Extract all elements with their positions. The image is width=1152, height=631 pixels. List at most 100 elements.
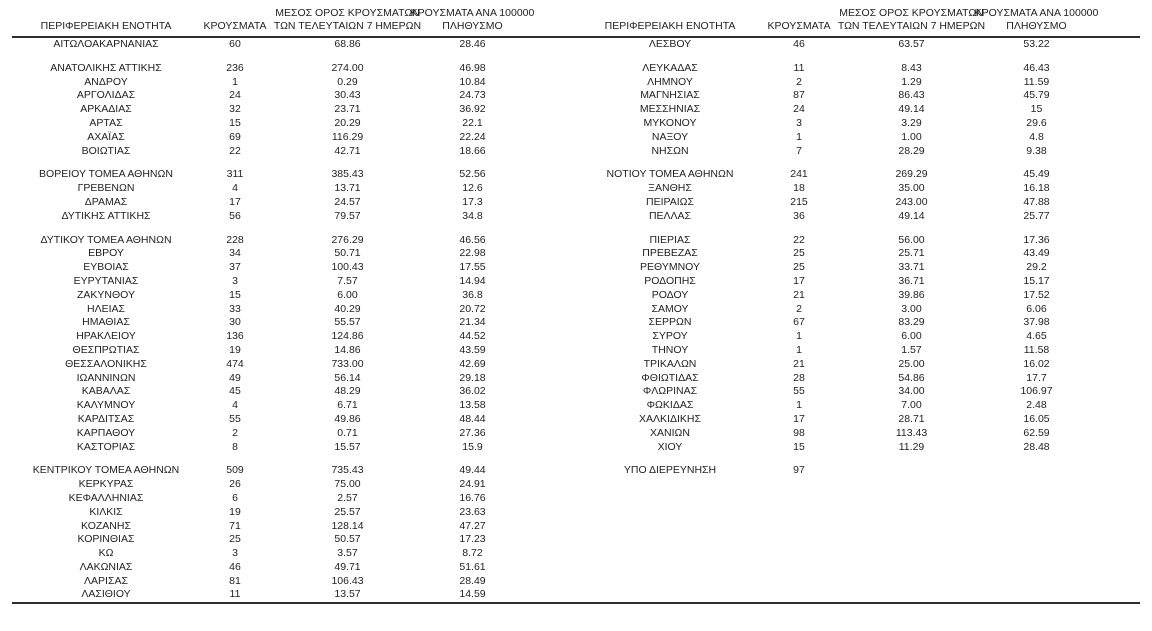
cell-region: ΦΩΚΙΔΑΣ <box>646 399 694 412</box>
cell-region <box>576 575 764 589</box>
cell-per100k: 22.24 <box>459 130 486 143</box>
cell-per100k: 16.76 <box>459 491 486 504</box>
cell-region <box>576 561 764 575</box>
cell-cases: 215 <box>790 195 808 208</box>
table-row: ΑΡΚΑΔΙΑΣ 32 23.71 36.92 ΜΕΣΣΗΝΙΑΣ 24 49.14 15 <box>12 103 1140 117</box>
cell-per100k: 46.98 <box>459 61 486 74</box>
cell-gap <box>520 372 576 386</box>
cell-region: ΛΕΣΒΟΥ <box>648 38 692 50</box>
cell-gap <box>520 210 576 224</box>
header-row: ΠΕΡΙΦΕΡΕΙΑΚΗ ΕΝΟΤΗΤΑ ΚΡΟΥΣΜΑΤΑ ΜΕΣΟΣ ΟΡΟ… <box>12 0 1140 38</box>
cell-cases: 55 <box>229 412 241 425</box>
header-region-left: ΠΕΡΙΦΕΡΕΙΑΚΗ ΕΝΟΤΗΤΑ <box>12 0 200 38</box>
cell-per100k: 43.49 <box>1023 247 1050 260</box>
cell-region: ΜΑΓΝΗΣΙΑΣ <box>640 89 700 102</box>
cell-gap <box>1084 234 1140 248</box>
cell-avg7: 33.71 <box>898 261 925 274</box>
cell-avg7: 36.71 <box>898 274 925 287</box>
cell-cases: 21 <box>793 288 805 301</box>
cell-gap <box>520 330 576 344</box>
cell-avg7 <box>834 561 989 575</box>
cell-gap <box>520 441 576 455</box>
cell-region: ΠΙΕΡΙΑΣ <box>649 233 691 246</box>
cell-avg7: 48.29 <box>334 385 361 398</box>
cell-gap <box>1084 533 1140 547</box>
cell-region: ΓΡΕΒΕΝΩΝ <box>77 182 135 195</box>
cell-gap <box>1084 413 1140 427</box>
cell-avg7 <box>834 478 989 492</box>
cell-cases: 25 <box>793 261 805 274</box>
cell-avg7: 735.43 <box>331 464 364 477</box>
cell-avg7: 30.43 <box>334 89 361 102</box>
cell-avg7 <box>834 575 989 589</box>
cell-avg7: 75.00 <box>334 478 361 491</box>
cell-region: ΒΟΡΕΙΟΥ ΤΟΜΕΑ ΑΘΗΝΩΝ <box>39 168 173 181</box>
cell-cases: 15 <box>793 440 805 453</box>
cell-region: ΑΝΔΡΟΥ <box>84 75 128 88</box>
header-gap-left <box>520 0 576 38</box>
header-cases-left: ΚΡΟΥΣΜΑΤΑ <box>200 0 270 38</box>
cell-region: ΗΡΑΚΛΕΙΟΥ <box>76 330 136 343</box>
cell-per100k: 46.43 <box>1023 61 1050 74</box>
cell-avg7: 86.43 <box>898 89 925 102</box>
cell-gap <box>520 520 576 534</box>
header-per100k-left: ΚΡΟΥΣΜΑΤΑ ΑΝΑ 100000 ΠΛΗΘΥΣΜΟ <box>411 0 534 38</box>
cell-gap <box>520 247 576 261</box>
cell-gap <box>520 399 576 413</box>
cell-cases: 3 <box>796 116 802 129</box>
cell-per100k: 47.27 <box>459 519 486 532</box>
cell-avg7: 1.29 <box>901 75 922 88</box>
cell-gap <box>520 303 576 317</box>
table-row: ΔΥΤΙΚΗΣ ΑΤΤΙΚΗΣ 56 79.57 34.8 ΠΕΛΛΑΣ 36 49.14 2… <box>12 210 1140 224</box>
cell-per100k: 20.72 <box>459 302 486 315</box>
header-avg7-left: ΜΕΣΟΣ ΟΡΟΣ ΚΡΟΥΣΜΑΤΩΝ ΤΩΝ ΤΕΛΕΥΤΑΙΩΝ 7 Η… <box>270 0 425 38</box>
cell-per100k <box>989 533 1084 547</box>
cell-avg7: 68.86 <box>334 38 361 50</box>
cell-gap <box>1084 145 1140 159</box>
cell-gap <box>1084 427 1140 441</box>
cell-gap <box>520 76 576 90</box>
table-row: ΛΑΣΙΘΙΟΥ 11 13.57 14.59 <box>12 588 1140 603</box>
cell-cases: 87 <box>793 89 805 102</box>
cell-gap <box>520 492 576 506</box>
cell-region <box>576 533 764 547</box>
cell-per100k: 15 <box>1030 103 1043 116</box>
cell-region <box>576 520 764 534</box>
cell-gap <box>520 196 576 210</box>
cell-avg7 <box>834 533 989 547</box>
cell-cases: 474 <box>226 357 244 370</box>
cell-per100k: 9.38 <box>1026 144 1047 157</box>
cell-avg7: 56.14 <box>334 371 361 384</box>
cell-region: ΣΑΜΟΥ <box>651 302 689 315</box>
header-avg7-right: ΜΕΣΟΣ ΟΡΟΣ ΚΡΟΥΣΜΑΤΩΝ ΤΩΝ ΤΕΛΕΥΤΑΙΩΝ 7 Η… <box>834 0 989 38</box>
cell-avg7: 25.00 <box>898 357 925 370</box>
cell-region: ΖΑΚΥΝΘΟΥ <box>76 288 135 301</box>
cell-cases: 24 <box>793 103 805 116</box>
cell-cases: 24 <box>229 89 241 102</box>
cell-per100k: 36.02 <box>459 385 486 398</box>
cell-region: ΣΥΡΟΥ <box>652 330 688 343</box>
table-row: ΚΟΡΙΝΘΙΑΣ 25 50.57 17.23 <box>12 533 1140 547</box>
cell-avg7: 6.71 <box>337 399 358 412</box>
cell-per100k: 17.55 <box>459 261 486 274</box>
cell-gap <box>520 478 576 492</box>
cell-region <box>576 478 764 492</box>
cell-region: ΠΕΙΡΑΙΩΣ <box>646 195 694 208</box>
cell-cases: 1 <box>232 75 238 88</box>
cell-avg7: 54.86 <box>898 371 925 384</box>
header-region-right: ΠΕΡΙΦΕΡΕΙΑΚΗ ΕΝΟΤΗΤΑ <box>576 0 764 38</box>
table-row: ΚΕΝΤΡΙΚΟΥ ΤΟΜΕΑ ΑΘΗΝΩΝ 509 735.43 49.44 ΥΠΟ … <box>12 464 1140 478</box>
cell-region: ΕΥΒΟΙΑΣ <box>83 261 129 274</box>
cell-region: ΗΜΑΘΙΑΣ <box>82 316 130 329</box>
cell-region: ΔΥΤΙΚΟΥ ΤΟΜΕΑ ΑΘΗΝΩΝ <box>40 233 172 246</box>
cell-gap <box>1084 441 1140 455</box>
cell-gap <box>520 385 576 399</box>
cell-gap <box>520 427 576 441</box>
cell-avg7: 243.00 <box>895 195 928 208</box>
cell-cases: 46 <box>229 560 241 573</box>
cell-cases: 56 <box>229 209 241 222</box>
cell-gap <box>1084 344 1140 358</box>
cell-per100k: 29.6 <box>1026 116 1047 129</box>
cell-avg7: 13.57 <box>334 588 361 601</box>
